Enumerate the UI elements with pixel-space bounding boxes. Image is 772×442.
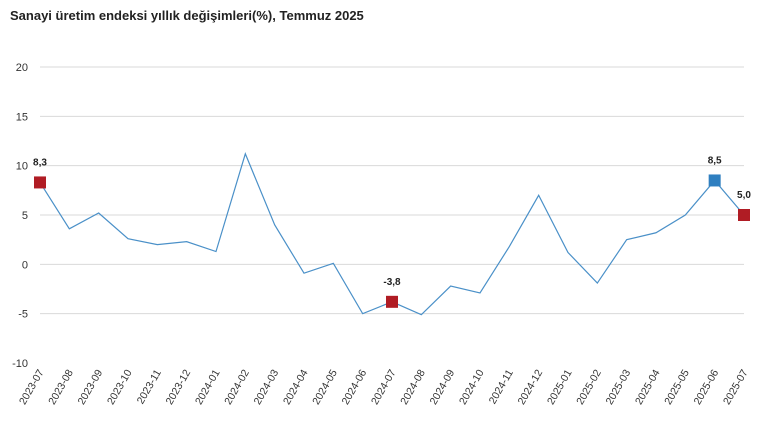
x-tick-label: 2024-09: [428, 367, 458, 407]
series-line: [39, 152, 745, 316]
x-tick-label: 2024-10: [457, 367, 487, 407]
x-tick-label: 2024-12: [516, 367, 546, 407]
data-label: -3,8: [383, 277, 401, 288]
x-axis: 2023-07 2023-08 2023-09 2023-10 2023-11 2023-…: [17, 367, 751, 407]
x-tick-label: 2024-05: [310, 367, 340, 407]
data-label: 8,3: [33, 157, 47, 168]
chart-title: Sanayi üretim endeksi yıllık değişimleri…: [10, 8, 364, 23]
data-label: 8,5: [708, 155, 722, 166]
y-tick-label: 0: [22, 259, 28, 271]
x-tick-label: 2025-02: [574, 367, 604, 407]
x-tick-label: 2023-09: [76, 367, 106, 407]
x-tick-label: 2024-07: [369, 367, 399, 407]
series-line-layer: [39, 152, 745, 316]
x-tick-label: 2024-02: [222, 367, 252, 407]
y-tick-label: -5: [18, 309, 28, 321]
x-tick-label: 2023-10: [105, 367, 135, 407]
y-tick-label: 10: [16, 161, 28, 173]
grid-layer: [40, 66, 744, 315]
x-tick-label: 2023-12: [164, 367, 194, 407]
y-tick-label: 5: [22, 210, 28, 222]
x-tick-label: 2024-03: [252, 367, 282, 407]
y-tick-label: 20: [16, 62, 28, 74]
x-tick-label: 2023-11: [135, 367, 164, 406]
x-tick-label: 2025-07: [721, 367, 751, 407]
data-point-marker: [738, 209, 750, 221]
x-tick-label: 2025-03: [604, 367, 634, 407]
data-label-layer: 8,3 -3,8 8,5 5,0: [33, 155, 751, 287]
x-tick-label: 2024-06: [340, 367, 370, 407]
data-point-marker: [34, 176, 46, 189]
data-point-marker: [386, 295, 398, 308]
x-tick-label: 2024-08: [398, 367, 428, 407]
data-label: 5,0: [737, 190, 751, 201]
marker-layer: [34, 174, 750, 308]
data-point-marker: [708, 174, 721, 187]
x-tick-label: 2024-11: [487, 367, 516, 406]
y-tick-label: -10: [12, 358, 28, 370]
x-tick-label: 2023-07: [17, 367, 47, 407]
x-tick-label: 2024-01: [193, 367, 223, 407]
x-tick-label: 2023-08: [46, 367, 76, 407]
x-tick-label: 2025-04: [633, 367, 663, 407]
y-axis: -10 -5 0 5 10 15 20: [12, 62, 28, 370]
x-tick-label: 2025-06: [692, 367, 722, 407]
x-tick-label: 2025-05: [662, 367, 692, 407]
x-tick-label: 2025-01: [545, 367, 575, 407]
y-tick-label: 15: [16, 111, 28, 123]
x-tick-label: 2024-04: [281, 367, 311, 407]
